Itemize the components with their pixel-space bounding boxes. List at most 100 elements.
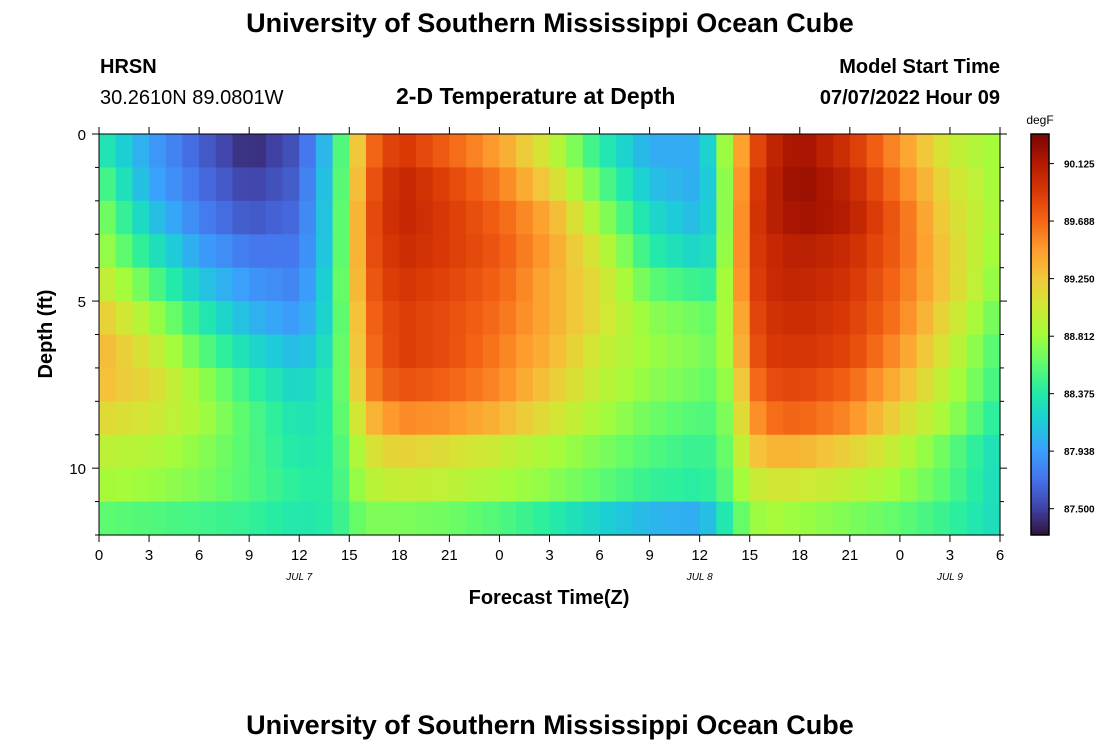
heatmap-cell	[649, 301, 667, 336]
heatmap-cell	[532, 301, 551, 336]
heatmap-cell	[482, 468, 501, 503]
heatmap-cell	[616, 434, 634, 469]
heatmap-cell	[365, 434, 384, 469]
heatmap-cell	[866, 167, 884, 202]
heatmap-cell	[149, 167, 167, 202]
heatmap-cell	[632, 200, 651, 235]
heatmap-cell	[265, 301, 284, 336]
heatmap-cell	[582, 367, 601, 402]
heatmap-cell	[249, 267, 267, 302]
heatmap-cell	[666, 167, 684, 202]
heatmap-cell	[532, 134, 551, 169]
heatmap-cell	[716, 501, 734, 536]
heatmap-cell	[799, 468, 818, 503]
heatmap-cell	[849, 434, 868, 469]
heatmap-cell	[382, 267, 400, 302]
colorbar-unit: degF	[1026, 113, 1053, 127]
heatmap-cell	[532, 234, 551, 269]
heatmap-cell	[549, 501, 567, 536]
heatmap-cell	[883, 434, 901, 469]
heatmap-cell	[532, 468, 551, 503]
heatmap-cell	[632, 434, 651, 469]
heatmap-cell	[783, 334, 801, 369]
heatmap-cell	[232, 200, 250, 235]
heatmap-cell	[649, 468, 667, 503]
heatmap-cell	[416, 501, 434, 536]
heatmap-cell	[966, 367, 984, 402]
heatmap-cell	[582, 134, 601, 169]
heatmap-cell	[649, 367, 667, 402]
heatmap-cell	[299, 501, 317, 536]
heatmap-cell	[482, 200, 501, 235]
x-tick-label: 0	[495, 547, 503, 564]
x-tick-label: 18	[791, 547, 808, 564]
x-axis-label: Forecast Time(Z)	[469, 587, 630, 609]
heatmap-cell	[682, 167, 701, 202]
heatmap-cell	[783, 200, 801, 235]
heatmap-cell	[916, 367, 934, 402]
heatmap-cell	[416, 234, 434, 269]
heatmap-cell	[549, 267, 567, 302]
heatmap-cell	[816, 134, 834, 169]
heatmap-cell	[215, 501, 234, 536]
heatmap-cell	[516, 401, 534, 436]
heatmap-cell	[265, 434, 284, 469]
date-label: JUL 7	[285, 572, 312, 583]
heatmap-cell	[165, 134, 184, 169]
heatmap-cell	[733, 134, 751, 169]
heatmap-cell	[149, 301, 167, 336]
heatmap-cell	[449, 200, 467, 235]
heatmap-cell	[466, 501, 484, 536]
heatmap-cell	[766, 234, 784, 269]
heatmap-cell	[382, 167, 400, 202]
heatmap-cell	[215, 334, 234, 369]
heatmap-cell	[282, 501, 300, 536]
heatmap-cell	[699, 434, 717, 469]
heatmap-cell	[983, 401, 1001, 436]
heatmap-cell	[682, 134, 701, 169]
heatmap-cell	[766, 267, 784, 302]
heatmap-cell	[249, 167, 267, 202]
heatmap-cell	[682, 468, 701, 503]
heatmap-cell	[482, 167, 501, 202]
heatmap-cell	[799, 434, 818, 469]
heatmap-cell	[682, 501, 701, 536]
heatmap-cell	[99, 267, 117, 302]
heatmap-cell	[215, 267, 234, 302]
heatmap-cell	[799, 267, 818, 302]
heatmap-cell	[566, 401, 584, 436]
heatmap-cell	[416, 468, 434, 503]
y-tick-label: 5	[78, 294, 86, 311]
heatmap-cell	[149, 434, 167, 469]
heatmap-cell	[249, 434, 267, 469]
heatmap-cell	[182, 301, 200, 336]
heatmap-cell	[899, 434, 918, 469]
heatmap-cell	[249, 200, 267, 235]
x-tick-label: 12	[291, 547, 308, 564]
heatmap-cell	[716, 267, 734, 302]
heatmap-cell	[516, 468, 534, 503]
heatmap-cell	[315, 234, 334, 269]
heatmap-cell	[699, 200, 717, 235]
heatmap-cell	[799, 301, 818, 336]
heatmap-cell	[149, 234, 167, 269]
heatmap-cell	[282, 267, 300, 302]
heatmap-cell	[682, 367, 701, 402]
heatmap-cell	[299, 367, 317, 402]
heatmap-cell	[265, 367, 284, 402]
heatmap-cell	[315, 267, 334, 302]
heatmap-cell	[582, 334, 601, 369]
heatmap-cell	[482, 267, 501, 302]
heatmap-cell	[315, 468, 334, 503]
heatmap-cell	[365, 234, 384, 269]
heatmap-cell	[833, 334, 851, 369]
heatmap-cell	[382, 468, 400, 503]
heatmap-cell	[199, 234, 217, 269]
heatmap-cell	[733, 200, 751, 235]
heatmap-cell	[115, 401, 133, 436]
heatmap-cell	[449, 301, 467, 336]
heatmap-cell	[199, 267, 217, 302]
heatmap-cell	[699, 367, 717, 402]
heatmap-cell	[416, 401, 434, 436]
heatmap-cell	[249, 334, 267, 369]
